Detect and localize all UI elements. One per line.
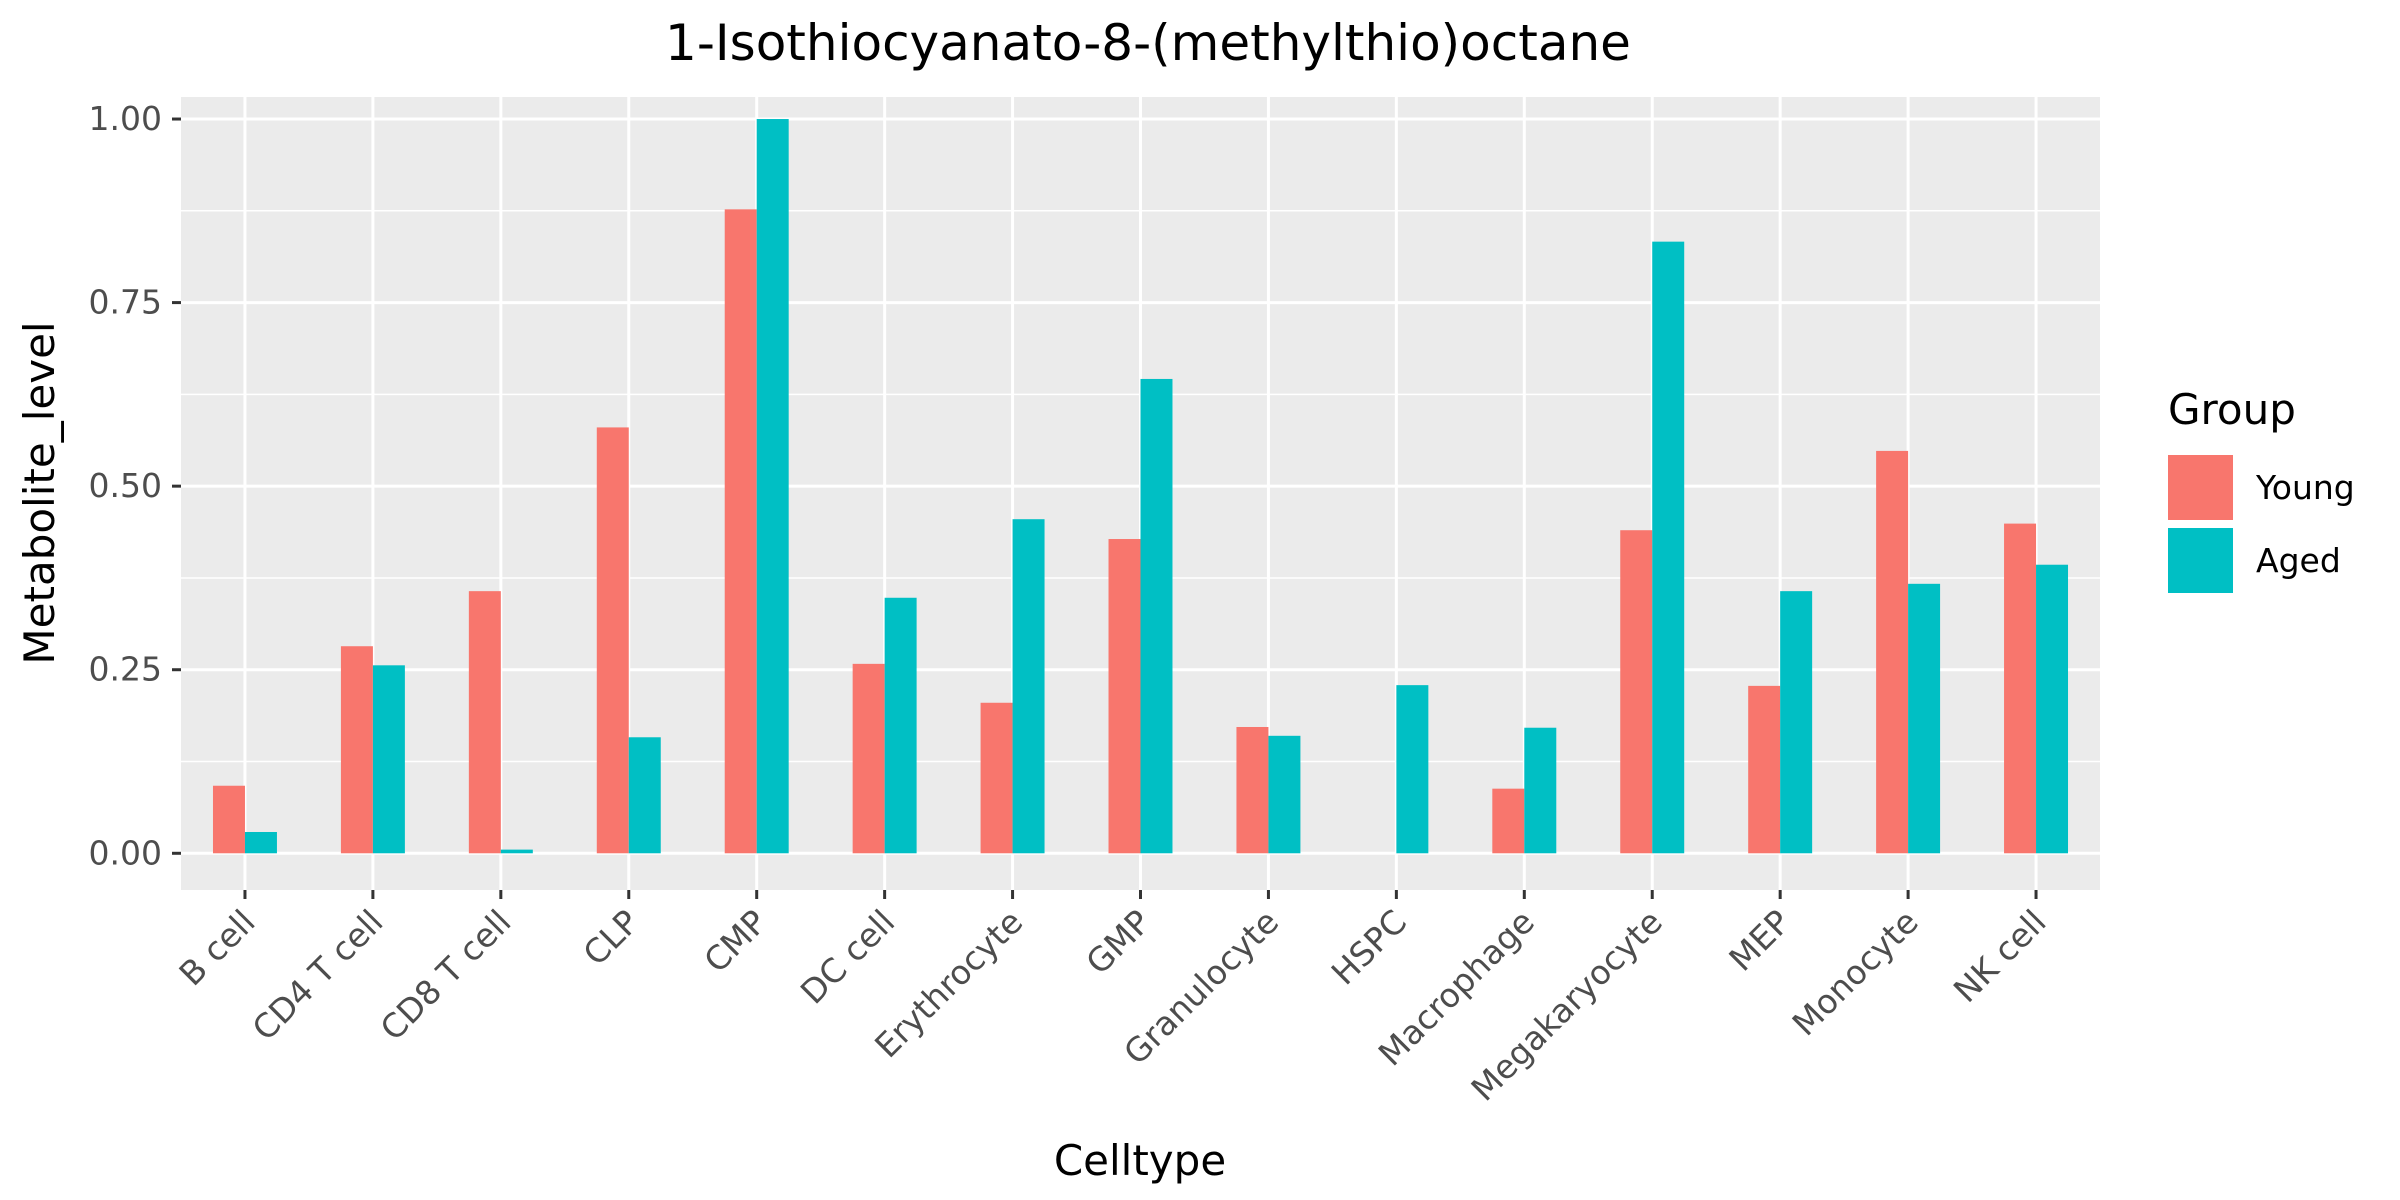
bar-young-cmp [724,209,757,854]
bar-young-b-cell [212,785,245,854]
y-tick-label: 0.50 [89,466,162,505]
legend-label-young: Young [2255,468,2355,507]
bar-young-nk-cell [2004,523,2037,854]
x-tick-label: HSPC [1324,902,1414,992]
bar-young-megakaryocyte [1620,530,1653,854]
bar-young-dc-cell [852,663,885,854]
bar-aged-b-cell [244,831,277,854]
x-axis-title: Celltype [1054,1136,1226,1185]
bar-young-cd8-t-cell [468,591,501,854]
y-axis: 0.00 0.25 0.50 0.75 1.00 [89,99,181,872]
bar-young-gmp [1108,539,1141,854]
x-tick-label: DC cell [793,902,902,1011]
legend-label-aged: Aged [2256,541,2341,580]
y-axis-title: Metabolite_level [15,321,64,664]
y-tick-label: 0.00 [89,833,162,872]
bar-aged-dc-cell [884,597,917,854]
bar-aged-hspc [1396,685,1429,854]
legend-swatch-young [2168,455,2233,520]
bar-aged-erythrocyte [1012,519,1045,854]
x-tick-label: CD8 T cell [373,902,519,1048]
x-tick-label: Monocyte [1785,902,1926,1043]
bar-aged-clp [628,737,661,854]
x-tick-label: CD4 T cell [245,902,391,1048]
bar-aged-nk-cell [2036,564,2069,854]
x-tick-label: NK cell [1946,902,2054,1010]
bar-young-granulocyte [1236,726,1269,854]
bar-aged-cmp [756,119,789,854]
legend-swatch-aged [2168,528,2233,593]
legend-title: Group [2168,385,2296,434]
legend: Group Young Aged [2168,385,2355,593]
y-tick-label: 0.75 [89,283,162,322]
bar-aged-gmp [1140,378,1173,854]
x-tick-label: MEP [1721,902,1798,979]
chart-title: 1-Isothiocyanato-8-(methylthio)octane [665,14,1631,72]
y-tick-label: 0.25 [89,650,162,689]
bar-aged-cd4-t-cell [372,665,405,854]
x-tick-label: CLP [575,902,646,973]
bar-aged-monocyte [1908,583,1941,854]
x-tick-label: GMP [1078,902,1158,982]
bar-young-macrophage [1492,788,1525,854]
bar-aged-granulocyte [1268,735,1301,854]
bar-young-cd4-t-cell [340,646,373,854]
bar-young-monocyte [1876,450,1909,854]
bar-aged-macrophage [1524,727,1557,854]
y-tick-label: 1.00 [89,99,162,138]
bar-young-clp [596,427,629,854]
bar-young-erythrocyte [980,702,1013,854]
bar-aged-mep [1780,591,1813,854]
bar-aged-megakaryocyte [1652,241,1685,854]
bar-aged-cd8-t-cell [500,849,533,854]
bar-young-mep [1748,685,1781,854]
x-tick-label: CMP [696,902,774,980]
x-tick-label: B cell [171,902,262,993]
bars [212,119,2069,854]
